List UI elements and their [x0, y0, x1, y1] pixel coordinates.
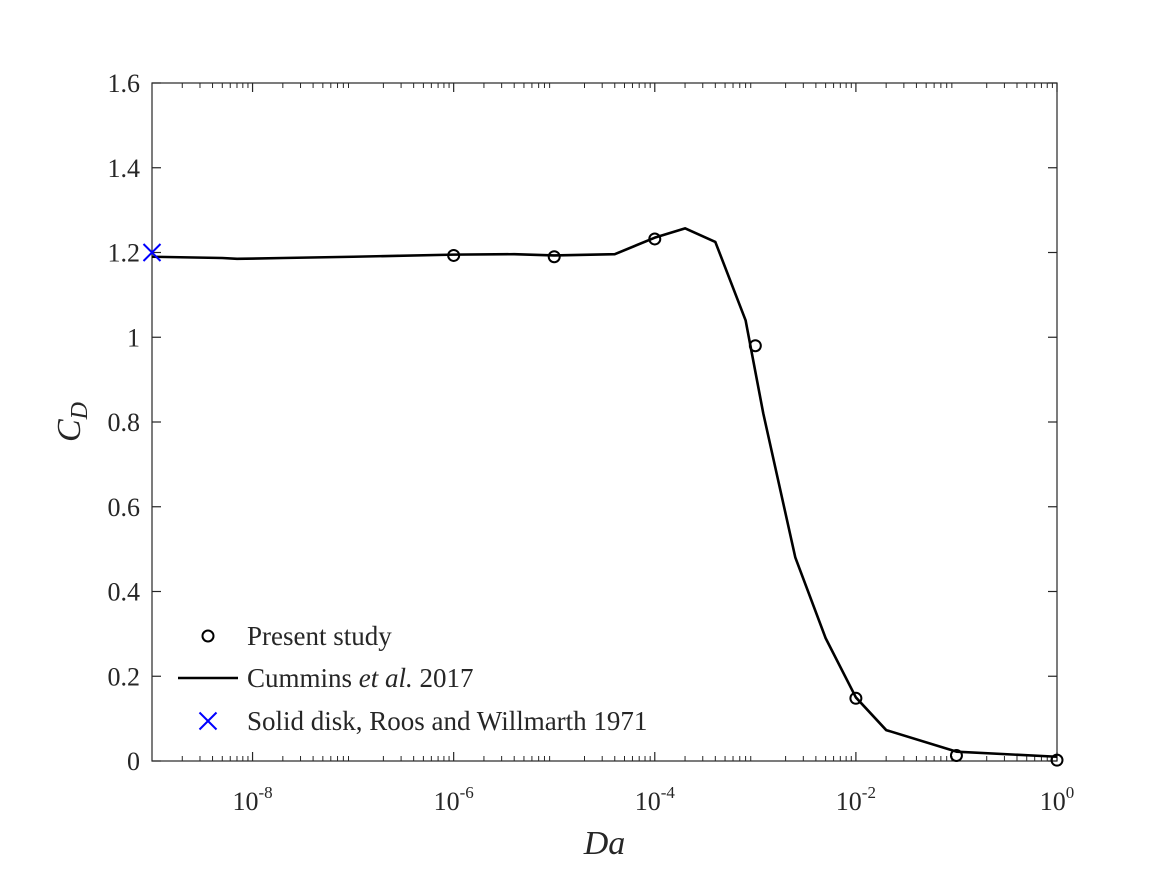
present-study-marker [949, 748, 963, 762]
legend-circle-swatch [201, 629, 215, 643]
x-tick-label: 10-4 [635, 783, 676, 816]
legend-x-swatch [198, 711, 218, 731]
legend-entry: Cummins et al. 2017 [178, 663, 474, 693]
legend-label-part: 2017 [413, 663, 474, 693]
x-tick-label-base: 10 [1040, 787, 1066, 816]
y-axis-title-main: C [51, 419, 88, 442]
present-study-marker [547, 250, 561, 264]
x-tick-label-exponent: 0 [1066, 783, 1075, 802]
x-tick-label-base: 10 [232, 787, 258, 816]
legend-label-part: Present study [247, 621, 392, 651]
x-tick-label-base: 10 [635, 787, 661, 816]
solid-disk-marker [142, 243, 162, 262]
present-study-marker [1050, 753, 1064, 767]
present-study-marker [648, 232, 662, 246]
y-tick-labels: 0 0.2 0.4 0.6 0.8 1 1.2 1.4 1.6 [108, 69, 141, 776]
y-tick-label: 0.6 [108, 493, 141, 522]
y-axis-title-subscript: D [67, 402, 93, 420]
x-tick-label: 10-2 [836, 783, 876, 816]
present-study-marker [748, 339, 762, 353]
series-line-cummins-2017 [151, 227, 1058, 759]
plot-area-frame [151, 82, 1058, 762]
y-axis-title: CD [51, 402, 93, 442]
present-study-marker [447, 248, 461, 262]
legend-entry: Solid disk, Roos and Willmarth 1971 [198, 706, 647, 736]
x-tick-label-exponent: -4 [661, 783, 676, 802]
y-tick-label: 0.8 [108, 408, 141, 437]
y-tick-label: 1.4 [108, 154, 141, 183]
legend-label: Present study [247, 621, 392, 651]
legend-label-part: et al. [359, 663, 413, 693]
x-tick-label-exponent: -8 [258, 783, 272, 802]
y-tick-label: 0.4 [108, 578, 141, 607]
legend-entry: Present study [201, 621, 392, 651]
x-tick-label: 10-8 [232, 783, 272, 816]
x-axis-title: Da [583, 825, 626, 862]
y-tick-label: 0.2 [108, 662, 141, 691]
legend-label: Solid disk, Roos and Willmarth 1971 [247, 706, 647, 736]
x-tick-label: 10-6 [434, 783, 474, 816]
legend-label-part: Cummins [247, 663, 359, 693]
y-tick-label: 0 [127, 747, 140, 776]
series-layer [142, 227, 1064, 767]
y-tick-label: 1.6 [108, 69, 141, 98]
x-tick-labels: 10-8 10-6 10-4 10-2 100 [232, 783, 1074, 816]
legend: Present study Cummins et al. 2017 Solid di… [178, 621, 647, 736]
x-tick-label-exponent: -2 [862, 783, 876, 802]
legend-label-part: Solid disk, Roos and Willmarth 1971 [247, 706, 647, 736]
y-tick-label: 1 [127, 323, 140, 352]
x-tick-label: 100 [1040, 783, 1075, 816]
legend-label: Cummins et al. 2017 [247, 663, 474, 693]
y-tick-label: 1.2 [108, 239, 141, 268]
x-tick-label-base: 10 [434, 787, 460, 816]
present-study-marker [849, 691, 863, 705]
x-tick-label-base: 10 [836, 787, 862, 816]
x-tick-label-exponent: -6 [460, 783, 474, 802]
